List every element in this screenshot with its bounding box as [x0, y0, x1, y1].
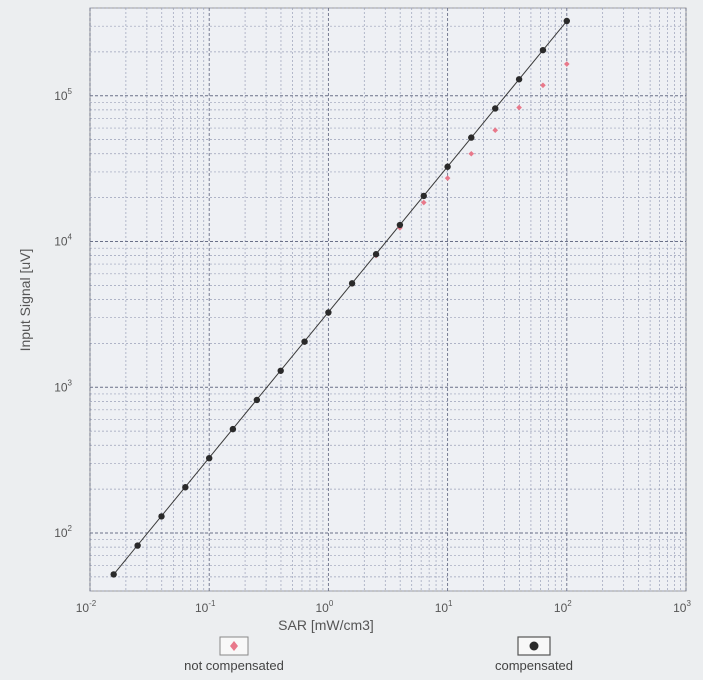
point-not-compensated: [492, 127, 499, 134]
point-compensated: [372, 251, 380, 258]
point-compensated: [492, 105, 499, 112]
point-compensated: [253, 396, 261, 404]
point-compensated: [444, 163, 451, 170]
legend: not compensated compensated: [184, 636, 573, 673]
legend-circle-icon: [529, 641, 539, 651]
point-compensated: [134, 542, 141, 549]
series-layer: [110, 17, 570, 578]
point-compensated: [325, 309, 332, 316]
point-compensated: [563, 17, 570, 25]
x-tick-label: 101: [435, 599, 453, 615]
point-not-compensated: [420, 199, 427, 206]
point-compensated: [110, 571, 117, 578]
legend-item-compensated: compensated: [495, 636, 573, 673]
x-axis-title: SAR [mW/cm3]: [278, 617, 374, 633]
point-compensated: [301, 338, 308, 345]
x-tick-label: 10-1: [195, 599, 216, 615]
point-compensated: [396, 221, 404, 229]
point-compensated: [420, 192, 427, 200]
point-compensated: [468, 134, 475, 141]
point-not-compensated: [444, 175, 451, 181]
grid-major: [89, 8, 687, 591]
point-not-compensated: [468, 150, 475, 157]
legend-diamond-icon: [230, 641, 238, 651]
point-compensated: [158, 513, 165, 520]
compensated-fit-line: [113, 20, 568, 575]
point-compensated: [539, 46, 547, 54]
legend-label-not-compensated: not compensated: [184, 658, 284, 673]
y-axis-title: Input Signal [uV]: [17, 249, 33, 352]
y-tick-label: 102: [54, 524, 72, 540]
point-compensated: [277, 367, 284, 374]
legend-label-compensated: compensated: [495, 658, 573, 673]
x-tick-label: 10-2: [76, 599, 97, 615]
x-tick-label: 103: [673, 599, 691, 615]
x-tick-labels: 10-2 10-1 100 101 102 103: [76, 599, 692, 615]
x-tick-label: 100: [315, 599, 333, 615]
fit-line: [113, 20, 568, 575]
y-tick-labels: 102 103 104 105: [54, 87, 72, 540]
point-compensated: [182, 484, 189, 491]
point-compensated: [206, 454, 213, 462]
point-not-compensated: [516, 104, 522, 111]
point-compensated: [515, 76, 523, 83]
y-tick-label: 104: [54, 233, 72, 249]
grid-minor: [90, 7, 686, 592]
x-tick-label: 102: [554, 599, 572, 615]
y-tick-label: 105: [54, 87, 72, 103]
point-not-compensated: [564, 61, 570, 67]
point-compensated: [229, 425, 237, 433]
y-tick-label: 103: [54, 378, 72, 394]
point-not-compensated: [540, 82, 546, 89]
legend-item-not-compensated: not compensated: [184, 636, 284, 673]
point-compensated: [348, 280, 356, 287]
